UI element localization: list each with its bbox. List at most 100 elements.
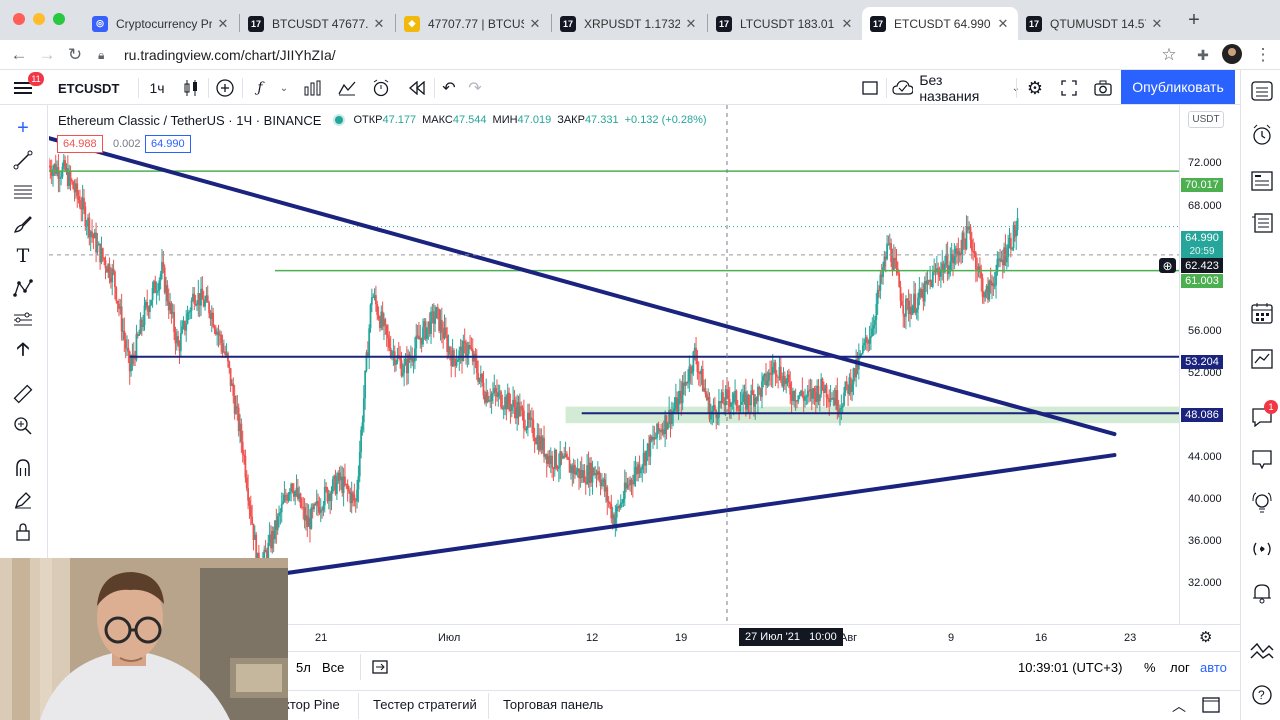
calendar-icon[interactable]	[1249, 300, 1275, 326]
candle-body	[820, 378, 823, 395]
candle-body	[329, 493, 332, 501]
close-tab-icon[interactable]: ✕	[841, 15, 853, 31]
browser-tab-7[interactable]: 17 QTUMUSDT 14.570 ✕	[1018, 7, 1172, 40]
browser-tab-1[interactable]: ◎ Cryptocurrency Pri ✕	[84, 7, 238, 40]
interval-button[interactable]: 1ч	[149, 80, 165, 96]
trendline-tool-icon[interactable]	[9, 147, 37, 173]
trading-panel-icon[interactable]	[1249, 638, 1275, 664]
candle-body	[734, 390, 736, 394]
close-tab-icon[interactable]: ✕	[373, 15, 385, 31]
browser-menu-icon[interactable]: ⋮	[1254, 45, 1272, 64]
close-tab-icon[interactable]: ✕	[1151, 15, 1163, 31]
news-icon[interactable]	[1249, 168, 1275, 194]
alerts-clock-icon[interactable]	[1249, 122, 1275, 148]
maximize-panel-button[interactable]	[1202, 697, 1220, 718]
candle-body	[674, 397, 677, 409]
scale-settings-gear-icon[interactable]: ⚙	[1199, 629, 1213, 646]
browser-tab-6-active[interactable]: 17 ETCUSDT 64.990 ▲ ✕	[862, 7, 1018, 40]
hotlist-bulb-icon[interactable]	[1249, 490, 1275, 516]
browser-tab-5[interactable]: 17 LTCUSDT 183.01 ▼ ✕	[708, 7, 862, 40]
bookmark-star-icon[interactable]: ☆	[1161, 45, 1177, 64]
add-plus-icon[interactable]: ⊕	[1159, 258, 1176, 273]
percent-scale-toggle[interactable]: %	[1144, 660, 1156, 675]
candle-body	[235, 406, 237, 414]
zoom-in-icon[interactable]	[9, 413, 37, 439]
price-chart[interactable]	[49, 105, 1179, 624]
log-scale-toggle[interactable]: лог	[1170, 660, 1190, 675]
symbol-search-button[interactable]: ETCUSDT	[58, 80, 120, 96]
main-menu-button[interactable]	[10, 75, 36, 101]
fib-tool-icon[interactable]	[9, 179, 37, 205]
browser-tab-2[interactable]: 17 BTCUSDT 47677.8 ✕	[240, 7, 394, 40]
range-5y-button[interactable]: 5л	[296, 660, 311, 675]
brush-tool-icon[interactable]	[9, 211, 37, 237]
tab-pine-editor[interactable]: ктор Pine	[284, 697, 340, 712]
currency-label[interactable]: USDT	[1188, 111, 1224, 128]
close-window-button[interactable]	[13, 13, 25, 25]
candle-body	[965, 226, 968, 250]
ruler-icon[interactable]	[9, 381, 37, 407]
templates-button[interactable]	[334, 75, 360, 101]
magnet-icon[interactable]	[9, 455, 37, 481]
watchlist-icon[interactable]	[1249, 78, 1275, 104]
indicators-button[interactable]: ƒ	[248, 75, 272, 101]
candle-body	[516, 402, 519, 419]
pattern-tool-icon[interactable]	[9, 275, 37, 301]
fullscreen-select-button[interactable]	[858, 75, 882, 101]
browser-tab-4[interactable]: 17 XRPUSDT 1.1732 ▲ ✕	[552, 7, 706, 40]
compare-button[interactable]	[212, 75, 238, 101]
financials-button[interactable]	[300, 75, 326, 101]
tab-strategy-tester[interactable]: Тестер стратегий	[373, 697, 477, 712]
tab-trading-panel[interactable]: Торговая панель	[503, 697, 604, 712]
layout-name-button[interactable]: Без названия ⌄	[892, 72, 1020, 104]
undo-icon[interactable]: ↶	[442, 80, 456, 97]
layout-name: Без названия	[919, 72, 980, 104]
back-icon[interactable]: ←	[10, 45, 28, 64]
chevron-down-icon[interactable]: ⌄	[279, 82, 289, 94]
prediction-tool-icon[interactable]	[9, 307, 37, 333]
maximize-window-button[interactable]	[53, 13, 65, 25]
chart-pane[interactable]	[49, 105, 1179, 624]
ideas-icon[interactable]	[1249, 346, 1275, 372]
settings-gear-icon[interactable]: ⚙	[1026, 77, 1044, 98]
snapshot-button[interactable]	[1090, 75, 1116, 101]
price-tick: 52.000	[1188, 367, 1222, 379]
candle-body	[177, 336, 180, 346]
broadcast-icon[interactable]	[1249, 536, 1275, 562]
fullscreen-icon[interactable]	[1056, 75, 1082, 101]
data-window-icon[interactable]	[1249, 210, 1275, 236]
buy-price-button[interactable]: 64.990	[145, 135, 191, 153]
browser-tab-3[interactable]: ◆ 47707.77 | BTCUSD ✕	[396, 7, 550, 40]
close-tab-icon[interactable]: ✕	[997, 15, 1009, 31]
close-tab-icon[interactable]: ✕	[529, 15, 541, 31]
profile-avatar[interactable]	[1221, 44, 1243, 66]
candle-body	[683, 382, 685, 386]
auto-scale-toggle[interactable]: авто	[1200, 660, 1227, 675]
go-to-date-button[interactable]	[372, 659, 388, 680]
chevron-up-icon[interactable]: ︿	[1172, 698, 1186, 714]
range-all-button[interactable]: Все	[322, 660, 345, 675]
reload-icon[interactable]: ↻	[67, 45, 83, 64]
minimize-window-button[interactable]	[33, 13, 45, 25]
publish-button[interactable]: Опубликовать	[1121, 70, 1235, 104]
help-icon[interactable]: ?	[1249, 682, 1275, 708]
notifications-bell-icon[interactable]	[1249, 580, 1275, 606]
url-field[interactable]: 🔒︎ ru.tradingview.com/chart/JIIYhZIa/	[92, 43, 1162, 67]
lock-drawings-edit-icon[interactable]	[9, 487, 37, 513]
crosshair-icon[interactable]: +	[17, 116, 29, 139]
close-tab-icon[interactable]: ✕	[217, 15, 229, 31]
extensions-icon[interactable]: ✚	[1197, 47, 1209, 63]
text-tool-icon[interactable]: T	[16, 245, 30, 267]
streams-icon[interactable]	[1249, 446, 1275, 472]
replay-button[interactable]	[404, 75, 430, 101]
chart-type-button[interactable]	[178, 75, 204, 101]
close-tab-icon[interactable]: ✕	[685, 15, 697, 31]
lock-icon[interactable]	[9, 519, 37, 545]
arrow-up-icon[interactable]: 🡡	[16, 339, 30, 359]
forward-icon[interactable]: →	[38, 45, 56, 64]
new-tab-button[interactable]: +	[1188, 9, 1200, 31]
alert-button[interactable]	[368, 75, 394, 101]
sell-price-button[interactable]: 64.988	[57, 135, 103, 153]
redo-icon[interactable]: ↷	[468, 80, 482, 97]
clock-timezone[interactable]: 10:39:01 (UTC+3)	[1018, 660, 1123, 675]
